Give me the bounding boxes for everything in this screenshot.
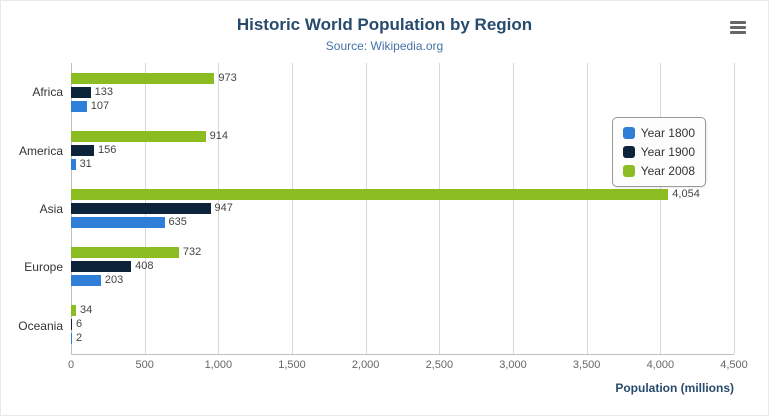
chart-area: Africa America Asia Europe Oceania 973 133 107… bbox=[1, 63, 768, 355]
bar-row: 133 bbox=[71, 85, 734, 98]
bar-row: 732 bbox=[71, 246, 734, 259]
x-axis-tick-label: 1,500 bbox=[278, 359, 306, 371]
bar-value-label: 408 bbox=[135, 260, 154, 273]
gridline bbox=[660, 63, 662, 354]
x-axis-tick-label: 3,000 bbox=[499, 359, 527, 371]
x-axis-tick-label: 2,500 bbox=[425, 359, 454, 371]
gridline bbox=[586, 63, 588, 354]
legend-item-year-2008[interactable]: Year 2008 bbox=[622, 164, 695, 178]
bar-year-2008[interactable] bbox=[71, 189, 669, 200]
bar-year-2008[interactable] bbox=[71, 305, 76, 317]
bar-year-1900[interactable] bbox=[71, 86, 91, 98]
gridline bbox=[218, 63, 220, 354]
bar-value-label: 34 bbox=[80, 304, 93, 317]
chart-subtitle: Source: Wikipedia.org bbox=[325, 39, 444, 53]
category-label: America bbox=[18, 143, 63, 158]
bar-row: 203 bbox=[71, 274, 734, 287]
legend-label: Year 1900 bbox=[640, 145, 695, 159]
bar-year-1800[interactable] bbox=[71, 158, 76, 170]
bar-value-label: 635 bbox=[168, 216, 187, 228]
category-label: Europe bbox=[24, 260, 63, 275]
x-axis-tick-label: 4,500 bbox=[720, 359, 748, 371]
plot-rows: 973 133 107 914 156 31 4,054 947 635 732 408 203 34 6… bbox=[71, 63, 734, 354]
legend-label: Year 2008 bbox=[640, 164, 695, 178]
bar-value-label: 31 bbox=[79, 157, 92, 170]
x-axis-tick-label: 4,000 bbox=[646, 359, 675, 371]
bar-row: 635 bbox=[71, 217, 734, 228]
bar-year-1900[interactable] bbox=[71, 261, 132, 273]
bar-row: 914 bbox=[71, 129, 734, 142]
bar-value-label: 947 bbox=[214, 202, 233, 214]
bar-value-label: 6 bbox=[76, 318, 83, 331]
bar-row: 156 bbox=[71, 143, 734, 156]
legend-symbol bbox=[622, 165, 635, 177]
bar-value-label: 732 bbox=[182, 246, 202, 259]
bar-row: 947 bbox=[71, 203, 734, 214]
x-axis-title: Population (millions) bbox=[615, 381, 734, 395]
bar-value-label: 203 bbox=[104, 274, 124, 287]
bar-year-1900[interactable] bbox=[71, 144, 94, 156]
bar-row: 973 bbox=[71, 71, 734, 84]
bar-value-label: 2 bbox=[76, 332, 83, 345]
legend-item-year-1800[interactable]: Year 1800 bbox=[622, 126, 695, 140]
category-band: 914 156 31 bbox=[71, 121, 734, 179]
category-band: 732 408 203 bbox=[71, 238, 734, 296]
bar-year-1900[interactable] bbox=[71, 319, 72, 331]
legend-items: Year 1800 Year 1900 Year 2008 bbox=[622, 126, 695, 178]
gridline bbox=[513, 63, 514, 354]
y-axis-labels: Africa America Asia Europe Oceania bbox=[1, 63, 71, 355]
bar-row: 31 bbox=[71, 157, 734, 170]
legend-symbol bbox=[622, 146, 635, 158]
category-band: 4,054 947 635 bbox=[71, 179, 734, 237]
bar-row: 6 bbox=[71, 318, 734, 331]
category-band: 34 6 2 bbox=[71, 296, 734, 354]
gridline bbox=[439, 63, 441, 354]
bar-row: 107 bbox=[71, 99, 734, 112]
bar-year-1900[interactable] bbox=[71, 203, 211, 214]
legend-label: Year 1800 bbox=[640, 126, 695, 140]
hamburger-menu-icon bbox=[730, 21, 746, 24]
x-axis-tick-label: 2,000 bbox=[351, 359, 380, 371]
export-menu-button[interactable] bbox=[730, 21, 746, 36]
category-label: Africa bbox=[32, 85, 63, 100]
bar-year-1800[interactable] bbox=[71, 333, 72, 345]
bar-value-label: 4,054 bbox=[672, 188, 700, 200]
x-axis-tick-label: 3,500 bbox=[572, 359, 601, 371]
x-axis-tick-label: 0 bbox=[67, 359, 75, 371]
bar-year-1800[interactable] bbox=[71, 100, 87, 112]
category-band: 973 133 107 bbox=[71, 63, 734, 121]
chart-title: Historic World Population by Region bbox=[236, 15, 533, 34]
bar-year-1800[interactable] bbox=[71, 217, 165, 228]
bar-year-2008[interactable] bbox=[71, 247, 179, 259]
bar-year-1800[interactable] bbox=[71, 275, 101, 287]
category-label: Asia bbox=[39, 202, 63, 217]
category-label: Oceania bbox=[18, 318, 63, 333]
bar-year-2008[interactable] bbox=[71, 130, 206, 142]
gridline bbox=[365, 63, 367, 354]
bar-value-label: 133 bbox=[94, 85, 113, 98]
bar-year-2008[interactable] bbox=[71, 72, 215, 84]
legend-item-year-1900[interactable]: Year 1900 bbox=[622, 145, 695, 159]
legend: Year 1800 Year 1900 Year 2008 bbox=[611, 117, 706, 187]
x-axis: 0 500 1,000 1,500 2,000 2,500 3,000 3,500 4,000 4… bbox=[67, 359, 748, 373]
hamburger-menu-icon bbox=[730, 31, 746, 34]
gridline bbox=[292, 63, 293, 354]
bar-value-label: 973 bbox=[218, 71, 237, 84]
bar-row: 4,054 bbox=[71, 189, 734, 200]
x-axis-tick-label: 500 bbox=[135, 359, 154, 371]
bar-value-label: 107 bbox=[90, 99, 110, 112]
bar-row: 408 bbox=[71, 260, 734, 273]
gridline bbox=[734, 63, 735, 354]
bar-row: 34 bbox=[71, 304, 734, 317]
legend-symbol bbox=[622, 127, 635, 139]
x-axis-tick-label: 1,000 bbox=[204, 359, 233, 371]
plot-area: 973 133 107 914 156 31 4,054 947 635 732 408 203 34 6… bbox=[71, 63, 735, 355]
bar-value-label: 914 bbox=[209, 129, 229, 142]
hamburger-menu-icon bbox=[730, 26, 746, 29]
bar-row: 2 bbox=[71, 332, 734, 345]
bar-value-label: 156 bbox=[97, 143, 117, 156]
